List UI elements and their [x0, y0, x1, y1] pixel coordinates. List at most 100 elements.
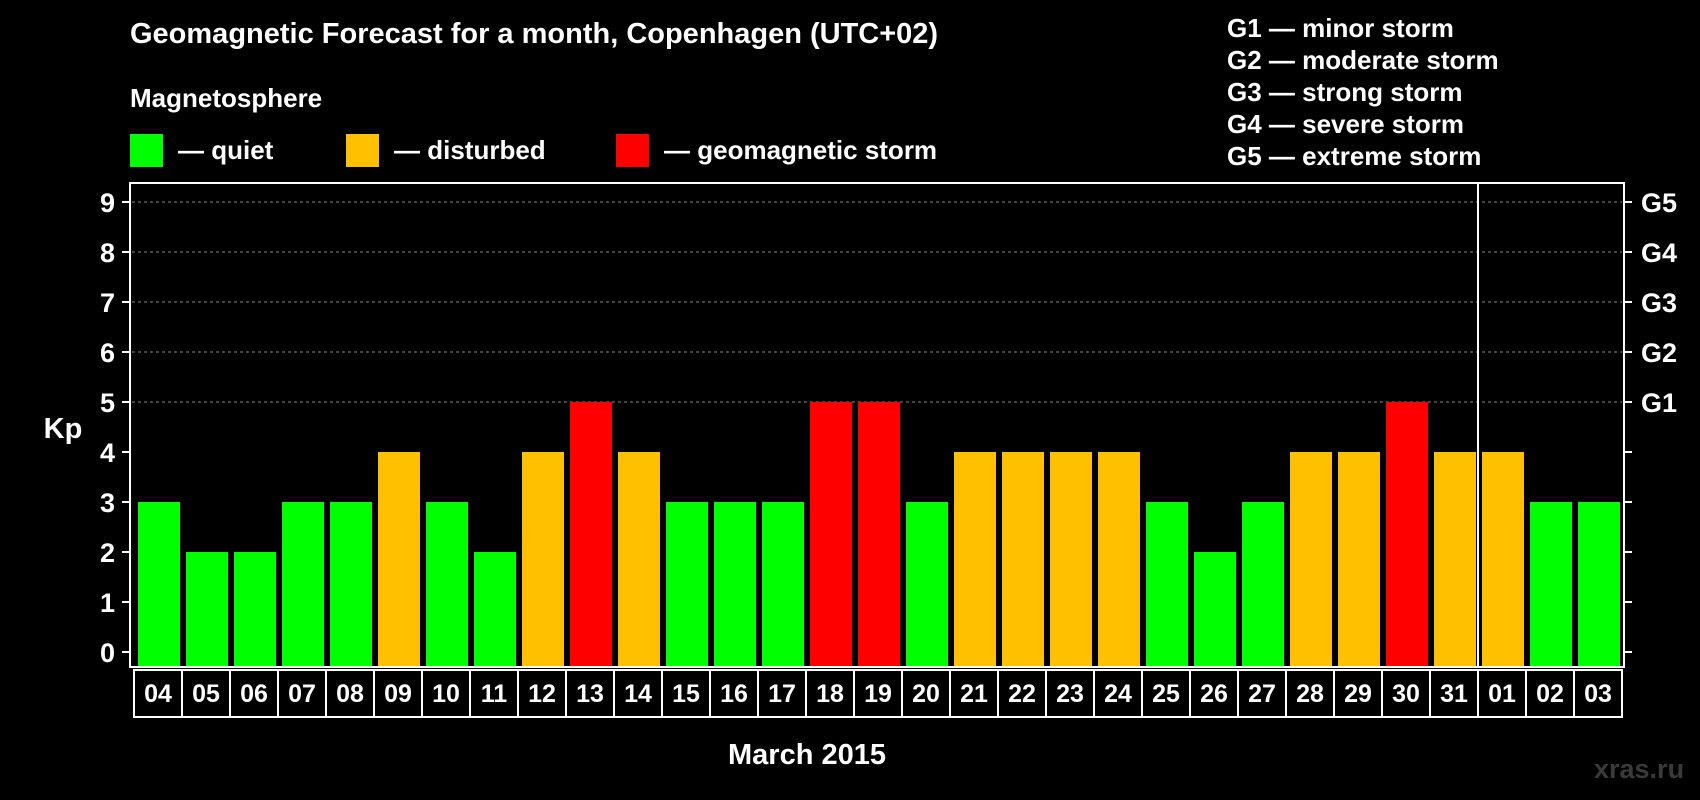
x-tick-label-30: 30 — [1392, 680, 1420, 708]
x-tick-label-05: 05 — [192, 680, 220, 708]
bar-31 — [1434, 452, 1476, 666]
y-tick-label-0: 0 — [100, 638, 115, 668]
bar-16 — [714, 502, 756, 666]
disturbed-swatch — [346, 134, 379, 167]
bar-26 — [1194, 552, 1236, 666]
bar-06 — [234, 552, 276, 666]
legend-disturbed: — disturbed — [346, 134, 546, 167]
bar-20 — [906, 502, 948, 666]
bar-01 — [1482, 452, 1524, 666]
bar-03 — [1578, 502, 1620, 666]
x-tick-label-11: 11 — [481, 680, 508, 708]
x-tick-label-18: 18 — [816, 680, 844, 708]
x-tick-label-04: 04 — [144, 680, 172, 708]
x-tick-label-28: 28 — [1296, 680, 1324, 708]
y-axis-label: Kp — [44, 413, 83, 445]
legend-disturbed-label: — disturbed — [394, 135, 546, 165]
x-tick-label-10: 10 — [432, 680, 460, 708]
x-tick-label-09: 09 — [384, 680, 412, 708]
bar-29 — [1338, 452, 1380, 666]
x-tick-label-15: 15 — [672, 680, 700, 708]
x-tick-label-27: 27 — [1248, 680, 1276, 708]
legend-quiet-label: — quiet — [178, 135, 274, 165]
bar-08 — [330, 502, 372, 666]
bar-07 — [282, 502, 324, 666]
bar-24 — [1098, 452, 1140, 666]
bar-12 — [522, 452, 564, 666]
x-tick-label-21: 21 — [960, 680, 988, 708]
quiet-swatch — [130, 134, 163, 167]
x-tick-label-14: 14 — [624, 680, 652, 708]
legend-quiet: — quiet — [130, 134, 273, 167]
x-tick-label-16: 16 — [720, 680, 748, 708]
x-axis-label: March 2015 — [728, 739, 886, 771]
bar-17 — [762, 502, 804, 666]
right-axis-label-g4: G4 — [1641, 238, 1677, 268]
x-tick-label-03: 03 — [1584, 680, 1612, 708]
y-tick-label-5: 5 — [100, 388, 115, 418]
x-tick-label-01: 01 — [1488, 680, 1516, 708]
g5-legend: G5 — extreme storm — [1227, 141, 1482, 171]
storm-swatch — [616, 134, 649, 167]
legend-subtitle: Magnetosphere — [130, 83, 323, 113]
x-tick-label-20: 20 — [912, 680, 940, 708]
y-tick-label-8: 8 — [100, 238, 115, 268]
plot-frame — [129, 182, 1625, 668]
bar-28 — [1290, 452, 1332, 666]
x-tick-label-13: 13 — [576, 680, 604, 708]
y-tick-label-2: 2 — [100, 538, 115, 568]
right-axis-label-g1: G1 — [1641, 388, 1677, 418]
x-tick-label-17: 17 — [768, 680, 796, 708]
y-tick-label-3: 3 — [100, 488, 115, 518]
y-tick-label-4: 4 — [100, 438, 115, 468]
g3-legend: G3 — strong storm — [1227, 77, 1463, 107]
legend-storm-label: — geomagnetic storm — [664, 135, 938, 165]
watermark: xras.ru — [1594, 754, 1685, 784]
x-tick-label-08: 08 — [336, 680, 364, 708]
x-tick-label-06: 06 — [240, 680, 268, 708]
bar-05 — [186, 552, 228, 666]
bar-30 — [1386, 402, 1428, 666]
x-tick-label-26: 26 — [1200, 680, 1228, 708]
x-tick-label-22: 22 — [1008, 680, 1036, 708]
y-tick-label-1: 1 — [100, 588, 115, 618]
x-tick-label-12: 12 — [528, 680, 556, 708]
chart-title: Geomagnetic Forecast for a month, Copenh… — [130, 18, 939, 50]
g-scale-legend: G1 — minor storm G2 — moderate storm G3 … — [1227, 12, 1499, 172]
right-axis-label-g3: G3 — [1641, 288, 1677, 318]
x-tick-label-31: 31 — [1440, 680, 1468, 708]
bar-09 — [378, 452, 420, 666]
bar-22 — [1002, 452, 1044, 666]
x-tick-label-24: 24 — [1104, 680, 1132, 708]
bar-04 — [138, 502, 180, 666]
bar-15 — [666, 502, 708, 666]
bar-21 — [954, 452, 996, 666]
bar-19 — [858, 402, 900, 666]
y-tick-label-6: 6 — [100, 338, 115, 368]
bar-23 — [1050, 452, 1092, 666]
y-tick-label-9: 9 — [100, 188, 115, 218]
x-tick-label-23: 23 — [1056, 680, 1084, 708]
x-axis-box — [133, 669, 1623, 718]
x-tick-label-02: 02 — [1536, 680, 1564, 708]
bar-11 — [474, 552, 516, 666]
bar-14 — [618, 452, 660, 666]
right-axis-label-g2: G2 — [1641, 338, 1677, 368]
right-axis-label-g5: G5 — [1641, 188, 1677, 218]
x-tick-label-07: 07 — [288, 680, 316, 708]
g2-legend: G2 — moderate storm — [1227, 45, 1499, 75]
bar-18 — [810, 402, 852, 666]
bar-13 — [570, 402, 612, 666]
g4-legend: G4 — severe storm — [1227, 109, 1465, 139]
x-tick-label-19: 19 — [864, 680, 892, 708]
y-tick-label-7: 7 — [100, 288, 115, 318]
bar-02 — [1530, 502, 1572, 666]
bar-25 — [1146, 502, 1188, 666]
bar-27 — [1242, 502, 1284, 666]
x-tick-label-29: 29 — [1344, 680, 1372, 708]
legend-storm: — geomagnetic storm — [616, 134, 937, 167]
x-tick-label-25: 25 — [1152, 680, 1180, 708]
bar-10 — [426, 502, 468, 666]
g1-legend: G1 — minor storm — [1227, 13, 1454, 43]
